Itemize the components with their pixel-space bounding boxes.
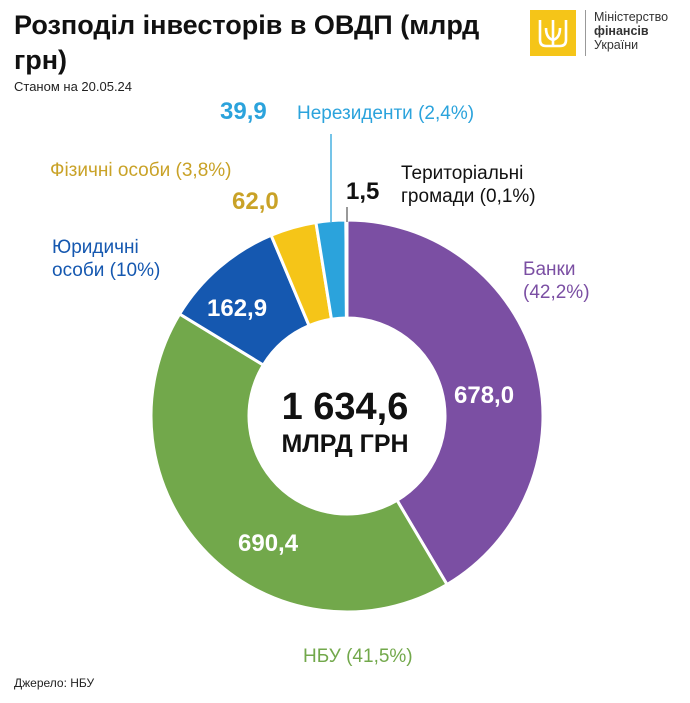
label-nonresidents-share: (2,4%) <box>418 103 475 124</box>
page-title: Розподіл інвесторів в ОВДП (млрд грн) <box>14 10 480 75</box>
label-legal-entities-name: Юридичні особи (10%) <box>52 237 161 281</box>
logo-line-1: Міністерство <box>594 10 669 24</box>
slice-banks <box>345 218 545 587</box>
source-note: Джерело: НБУ <box>14 676 95 690</box>
label-individuals-name: Фізичні особи <box>50 160 171 181</box>
ministry-logo: Міністерство фінансів України <box>530 10 668 56</box>
as-of-date: Станом на 20.05.24 <box>14 79 133 94</box>
logo-text: Міністерство фінансів України <box>594 10 668 52</box>
center-unit: МЛРД ГРН <box>281 430 409 458</box>
value-label-nbu: 690,4 <box>238 530 299 557</box>
label-banks-name: Банки <box>523 259 576 280</box>
logo-divider <box>585 10 586 56</box>
label-communities-name: Територіальні громади (0,1%) <box>401 163 536 207</box>
label-banks: Банки (42,2%) <box>523 258 590 304</box>
label-banks-share: (42,2%) <box>523 282 590 303</box>
value-label-legal-entities: 162,9 <box>207 295 268 322</box>
value-label-banks: 678,0 <box>454 382 515 409</box>
trident-icon <box>530 10 576 56</box>
center-total: 1 634,6 <box>281 386 409 428</box>
label-nonresidents: Нерезиденти (2,4%) <box>297 102 474 125</box>
label-legal-entities: Юридичні особи (10%) <box>52 236 160 282</box>
label-individuals: Фізичні особи (3,8%) <box>50 159 231 182</box>
label-nbu: НБУ (41,5%) <box>303 645 413 668</box>
value-label-communities: 1,5 <box>346 178 380 205</box>
logo-line-3: України <box>594 38 639 52</box>
label-nbu-share: (41,5%) <box>346 646 413 667</box>
slice-nbu <box>149 311 450 614</box>
label-nonresidents-name: Нерезиденти <box>297 103 413 124</box>
value-label-individuals: 62,0 <box>232 188 279 215</box>
label-individuals-share: (3,8%) <box>175 160 232 181</box>
slice-communities <box>344 218 349 320</box>
value-label-nonresidents: 39,9 <box>220 98 267 125</box>
label-nbu-name: НБУ <box>303 646 341 667</box>
logo-line-2: фінансів <box>594 24 649 38</box>
label-communities-share: (0,1%) <box>479 186 536 207</box>
label-legal-entities-share: (10%) <box>109 260 161 281</box>
label-communities: Територіальні громади (0,1%) <box>401 162 536 208</box>
